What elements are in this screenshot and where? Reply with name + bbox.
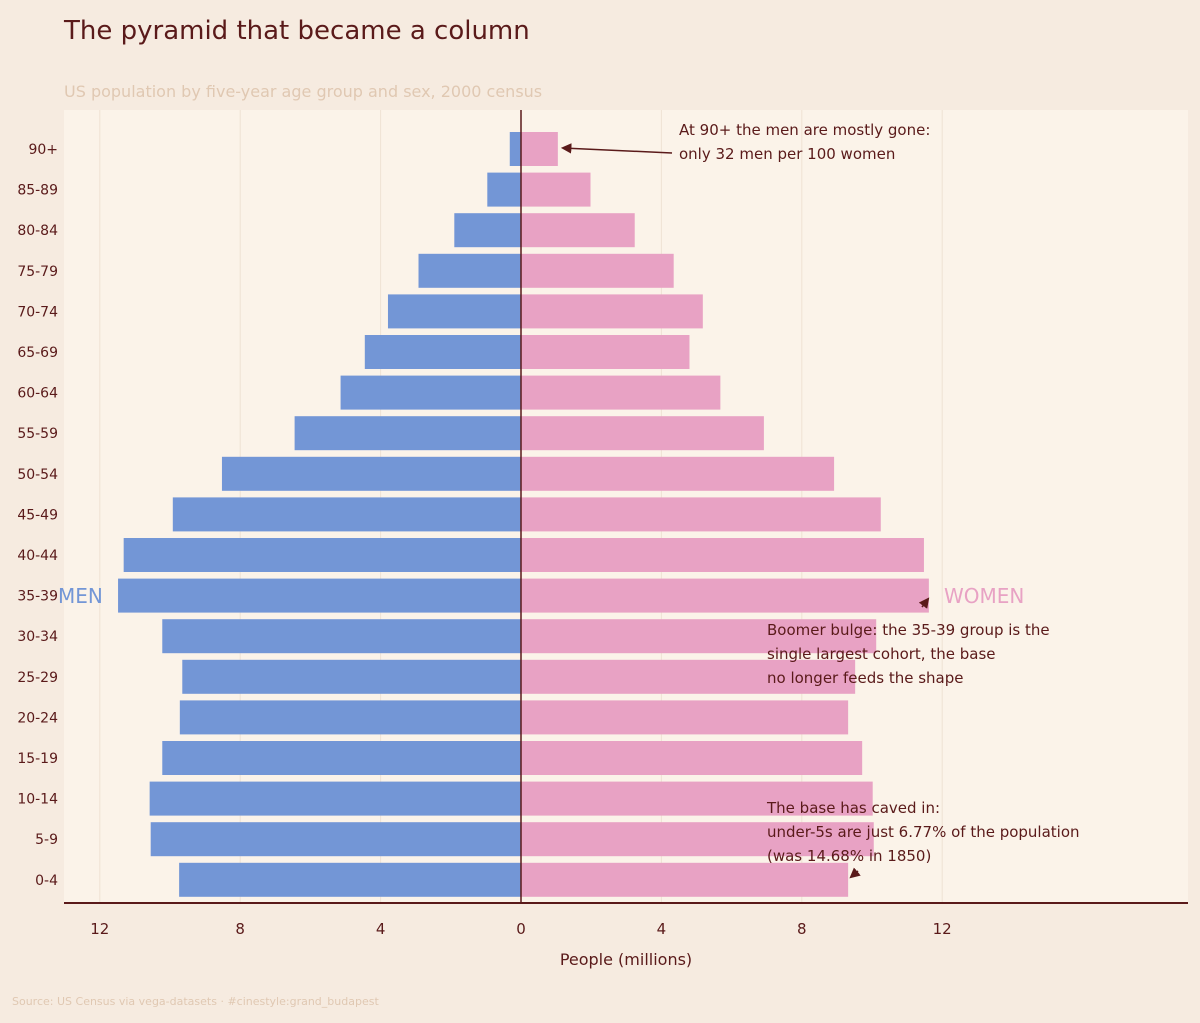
bar-men-35-39 <box>118 578 521 613</box>
x-tick-label: 12 <box>933 920 952 938</box>
y-tick-label: 20-24 <box>17 710 58 726</box>
annotation-text-line: Boomer bulge: the 35-39 group is the <box>767 621 1050 639</box>
bar-women-45-49 <box>521 497 881 532</box>
x-tick-label: 8 <box>797 920 807 938</box>
bar-men-55-59 <box>294 416 521 451</box>
bar-women-60-64 <box>521 375 721 410</box>
y-tick-label: 5-9 <box>35 832 58 848</box>
bar-men-0-4 <box>179 862 521 897</box>
bar-men-90+ <box>509 132 521 166</box>
y-tick-label: 65-69 <box>17 345 58 361</box>
bar-women-20-24 <box>521 700 849 735</box>
bar-women-35-39 <box>521 578 929 613</box>
source-note: Source: US Census via vega-datasets · #c… <box>12 995 379 1008</box>
chart-title: The pyramid that became a column <box>64 16 530 46</box>
y-tick-label: 85-89 <box>17 183 58 199</box>
bar-women-90+ <box>521 132 558 166</box>
annotation-text-line: The base has caved in: <box>766 799 940 817</box>
bar-men-10-14 <box>149 781 521 816</box>
y-tick-label: 75-79 <box>17 264 58 280</box>
y-tick-label: 10-14 <box>17 792 58 808</box>
y-tick-label: 80-84 <box>17 223 58 239</box>
bar-men-25-29 <box>182 659 521 694</box>
bar-men-5-9 <box>150 822 521 857</box>
y-tick-label: 15-19 <box>17 751 58 767</box>
annotation-arrow <box>918 597 930 609</box>
annotation-text-line: under-5s are just 6.77% of the populatio… <box>767 823 1080 841</box>
bar-women-0-4 <box>521 862 849 897</box>
series-label-men: MEN <box>58 584 103 608</box>
bar-men-80-84 <box>454 213 521 248</box>
annotation-text-line: no longer feeds the shape <box>767 669 963 687</box>
chart-subtitle: US population by five-year age group and… <box>64 82 543 101</box>
annotation-text-line: (was 14.68% in 1850) <box>767 847 931 865</box>
bar-women-10-14 <box>521 781 873 816</box>
bar-men-75-79 <box>418 253 521 288</box>
y-tick-label: 40-44 <box>17 548 58 564</box>
y-tick-label: 55-59 <box>17 426 58 442</box>
y-tick-label: 45-49 <box>17 507 58 523</box>
y-tick-label: 60-64 <box>17 386 58 402</box>
bar-women-70-74 <box>521 294 703 329</box>
bar-men-20-24 <box>179 700 521 735</box>
bar-women-40-44 <box>521 538 924 572</box>
bar-women-30-34 <box>521 619 877 654</box>
bar-men-85-89 <box>487 172 521 207</box>
annotation-arrow <box>560 143 673 154</box>
x-tick-label: 8 <box>235 920 245 938</box>
y-tick-label: 0-4 <box>35 873 58 889</box>
bar-women-25-29 <box>521 659 856 694</box>
bar-women-55-59 <box>521 416 764 451</box>
x-tick-label: 4 <box>376 920 386 938</box>
annotation-arrow <box>849 867 861 879</box>
annotation-text-line: only 32 men per 100 women <box>679 145 895 163</box>
x-tick-label: 4 <box>657 920 667 938</box>
x-axis-label: People (millions) <box>560 950 692 969</box>
y-tick-label: 70-74 <box>17 304 58 320</box>
bar-men-70-74 <box>387 294 521 329</box>
series-label-women: WOMEN <box>944 584 1024 608</box>
bar-men-60-64 <box>340 375 521 410</box>
bar-men-50-54 <box>221 456 521 491</box>
bar-women-80-84 <box>521 213 635 248</box>
y-tick-label: 35-39 <box>17 589 58 605</box>
bar-men-45-49 <box>172 497 522 532</box>
bar-men-30-34 <box>162 619 521 654</box>
bar-women-5-9 <box>521 822 874 857</box>
bar-men-65-69 <box>364 335 521 369</box>
x-tick-label: 12 <box>90 920 109 938</box>
bar-women-50-54 <box>521 456 835 491</box>
bar-women-75-79 <box>521 253 674 288</box>
annotation-text-line: single largest cohort, the base <box>767 645 996 663</box>
x-tick-label: 0 <box>516 920 526 938</box>
annotation-text-line: At 90+ the men are mostly gone: <box>679 121 930 139</box>
bar-men-40-44 <box>123 538 521 572</box>
y-tick-label: 30-34 <box>17 629 58 645</box>
bar-women-15-19 <box>521 741 863 775</box>
bar-women-65-69 <box>521 335 690 369</box>
y-tick-label: 90+ <box>28 142 58 158</box>
y-tick-label: 50-54 <box>17 467 58 483</box>
bar-women-85-89 <box>521 172 591 207</box>
bar-men-15-19 <box>162 741 521 775</box>
y-tick-label: 25-29 <box>17 670 58 686</box>
